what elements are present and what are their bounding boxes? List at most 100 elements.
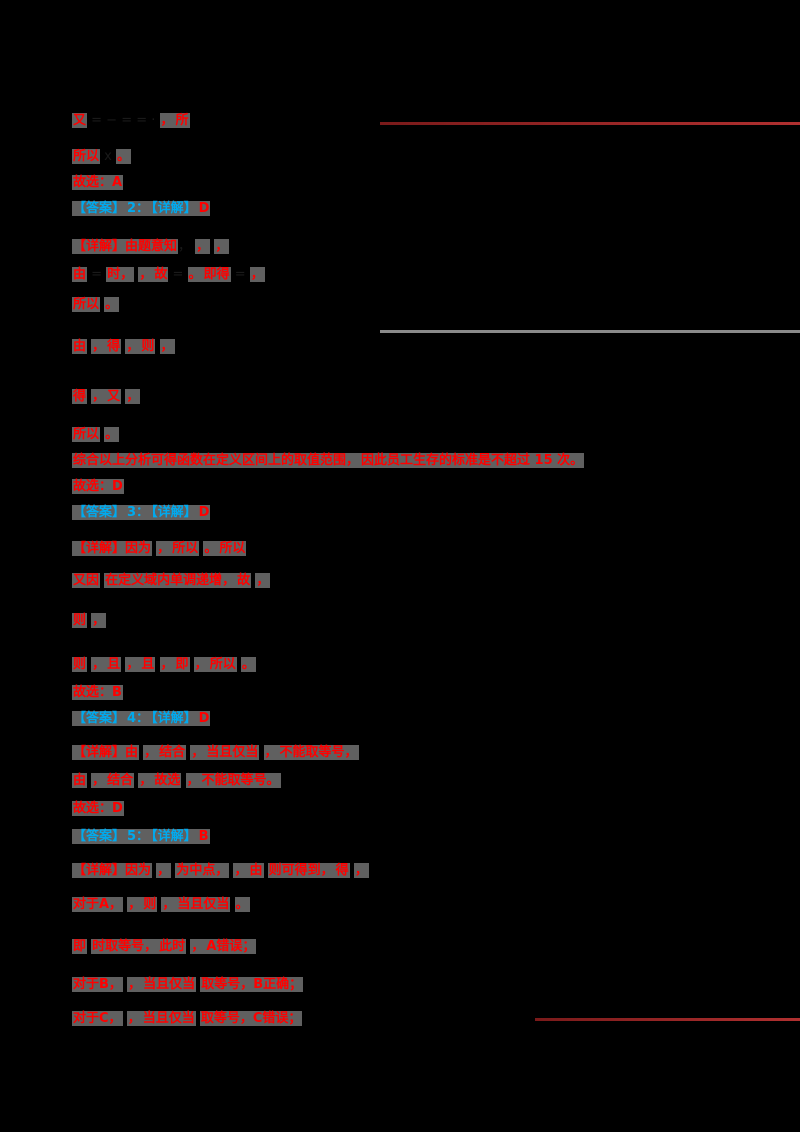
rule-bottom [535, 1018, 800, 1021]
text-run: ， [138, 267, 154, 282]
text-run: ， [214, 239, 230, 254]
text-run: 取等号，B正确； [200, 977, 304, 992]
text-run: 。 [187, 267, 203, 282]
analysis-3d: 则 ，且 ，且 ，即 ，所以 。 [72, 656, 256, 674]
analysis-3a: 【详解】因为 ，所以 。所以 [72, 540, 247, 558]
text-run: ， [353, 863, 369, 878]
text-run: 所以 [72, 297, 101, 312]
text-run: 由 [72, 773, 88, 788]
analysis-2c: 所以 。 [72, 296, 120, 314]
answer-2: 故选：D [72, 478, 124, 496]
text-run: ， [190, 939, 206, 954]
text-run: ， [127, 977, 143, 992]
text-run: ， [143, 745, 159, 760]
text-run: 。 [240, 657, 256, 672]
text-run: 即 [72, 939, 88, 954]
text-run: 则 [142, 897, 158, 912]
text-run: 由 [72, 339, 88, 354]
q-label-4: 【答案】 4： 【详解】 D [72, 710, 211, 728]
text-run: ， [159, 339, 175, 354]
q-label-5: 【答案】 5： 【详解】 B [72, 828, 210, 846]
analysis-3c: 则 ， [72, 612, 107, 630]
text-run: 且 [106, 657, 122, 672]
text-run: ， [138, 773, 154, 788]
answer-label: 4： [126, 711, 151, 726]
solve-1: 所以 x 。 [72, 148, 131, 166]
text-run: ， [91, 389, 107, 404]
text-run: 故选：A [72, 175, 124, 190]
answer-label: 【答案】 [72, 829, 127, 844]
text-run: ， [91, 339, 107, 354]
text-run: D [197, 711, 211, 726]
rule-top [380, 122, 800, 125]
answer-label: 【答案】 [72, 505, 127, 520]
answer-1: 故选：A [72, 174, 124, 192]
text-run: = [168, 267, 188, 282]
rule-mid [380, 330, 800, 333]
text-run: ， [91, 773, 107, 788]
analysis-5b: 对于A， ，则 ，当且仅当 。 [72, 896, 250, 914]
text-run: 则 [72, 657, 88, 672]
text-run: 。 [104, 427, 120, 442]
text-run: 故 [236, 573, 252, 588]
text-run: ， [127, 897, 143, 912]
text-run: = [87, 267, 107, 282]
text-run: ， [91, 613, 107, 628]
analysis-5d: 对于B， ，当且仅当 取等号，B正确； [72, 976, 304, 994]
text-run: x [100, 149, 116, 164]
text-run: ， [255, 573, 271, 588]
analysis-4b: 由 ，结合 ，故选 ，不能取等号。 [72, 772, 281, 790]
q-label-2: 【答案】 2： 【详解】 D [72, 200, 211, 218]
analysis-2f: 所以 。 [72, 426, 120, 444]
text-run: 综合以上分析可得函数在定义区间上的取值范围， [72, 453, 361, 468]
analysis-2g: 综合以上分析可得函数在定义区间上的取值范围， 因此员工生存的标准是不超过 15 次… [72, 452, 585, 470]
text-run: 得 [334, 863, 350, 878]
analysis-2e: 得 ，又 ， [72, 388, 141, 406]
text-run: 得 [106, 339, 122, 354]
text-run: ， [190, 745, 206, 760]
text-run: 由 [72, 267, 88, 282]
text-run: = − = = · [87, 113, 160, 128]
answer-label: 【详解】 [150, 201, 198, 216]
text-run: 又因 [72, 573, 101, 588]
text-run: ， [185, 773, 201, 788]
text-run [155, 657, 159, 672]
text-run: 对于C， [72, 1011, 123, 1026]
text-run: 取等号，C错误； [199, 1011, 303, 1026]
text-run: ， [193, 657, 209, 672]
text-run: 在定义域内单调递增， [104, 573, 237, 588]
analysis-2a: 【详解】由题意知， ， ， [72, 238, 230, 256]
text-run: 又 [72, 113, 88, 128]
text-run: 对于A， [72, 897, 124, 912]
answer-label: 【答案】 [72, 201, 127, 216]
text-run [181, 773, 185, 788]
text-run: 【详解】因为 [72, 541, 153, 556]
q-stem-end: 又 = − = = · ，所 [72, 112, 190, 130]
text-run: ， [195, 239, 211, 254]
text-run: 对于B， [72, 977, 123, 992]
text-run: = [230, 267, 250, 282]
answer-label: 5： [126, 829, 151, 844]
text-run: ， [233, 863, 249, 878]
answer-label: 【详解】 [150, 829, 198, 844]
text-run: A错误； [205, 939, 257, 954]
answer-4: 故选：D [72, 800, 124, 818]
text-run: 当且仅当 [141, 1011, 196, 1026]
text-run: ， [263, 745, 279, 760]
q-label-3: 【答案】 3： 【详解】 D [72, 504, 211, 522]
text-run: 结合 [158, 745, 187, 760]
text-run [259, 745, 263, 760]
text-run: 所以 [72, 149, 101, 164]
text-run: 则可得到， [267, 863, 335, 878]
analysis-3b: 又因 在定义域内单调递增，故 ， [72, 572, 271, 590]
text-run: 又 [106, 389, 122, 404]
text-run: 即得 [202, 267, 231, 282]
text-run: 。 [234, 897, 250, 912]
text-run: ， [249, 267, 265, 282]
text-run: 不能取等号。 [200, 773, 281, 788]
analysis-5c: 即 时取等号， 此时 ， A错误； [72, 938, 257, 956]
analysis-2d: 由 ，得 ，则 ， [72, 338, 175, 356]
text-run: 且 [140, 657, 156, 672]
text-run [230, 897, 234, 912]
text-run: 故 [153, 267, 169, 282]
